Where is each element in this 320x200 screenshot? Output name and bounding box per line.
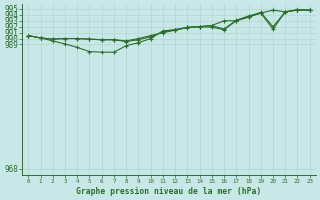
X-axis label: Graphe pression niveau de la mer (hPa): Graphe pression niveau de la mer (hPa) (76, 187, 262, 196)
